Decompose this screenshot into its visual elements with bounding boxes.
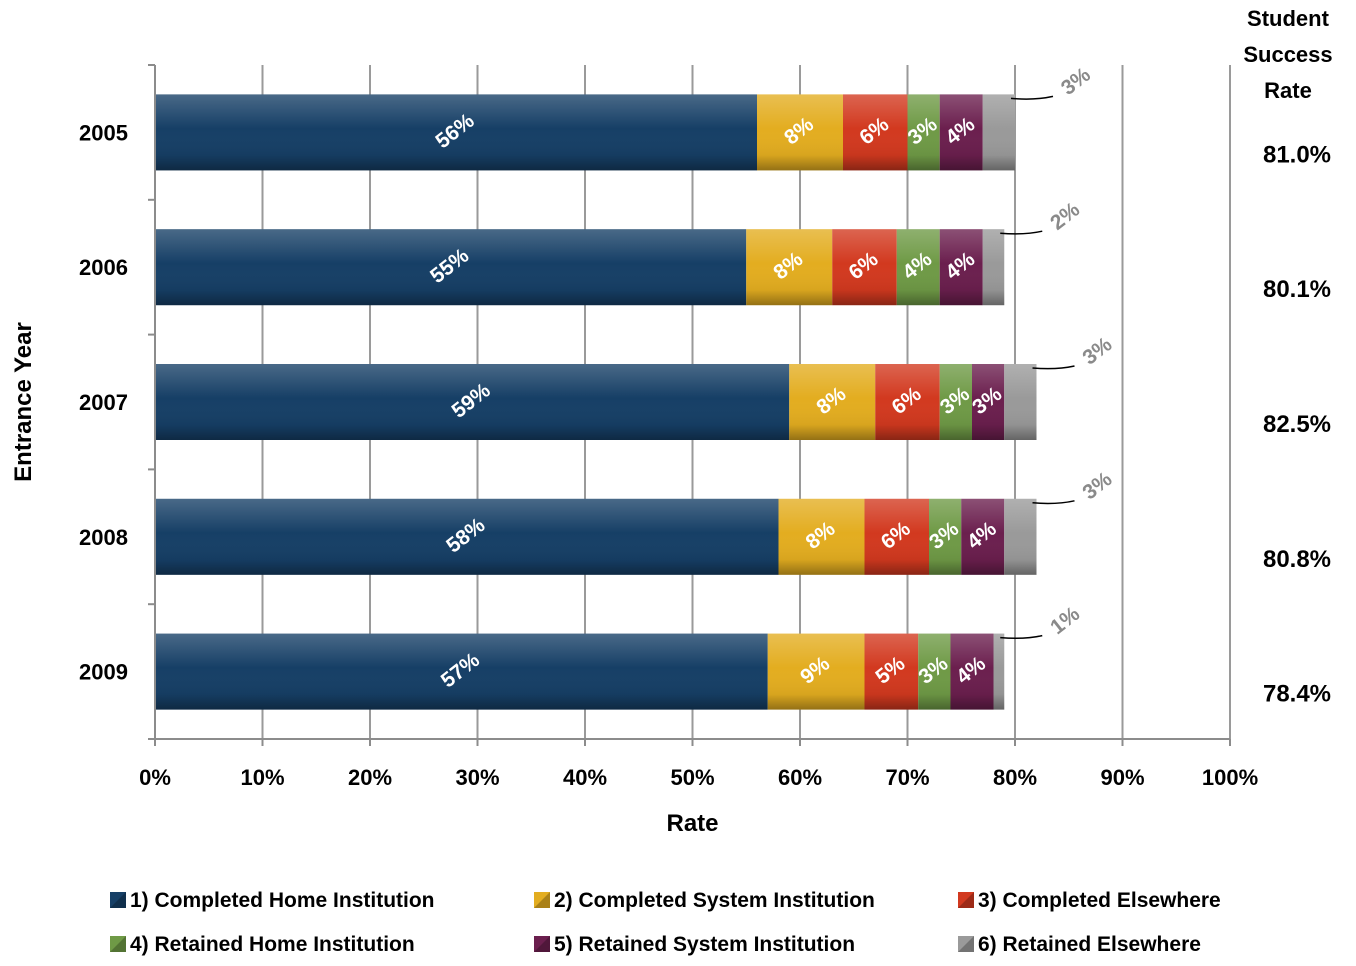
- x-tick-label: 30%: [455, 765, 499, 790]
- legend-swatch-shade: [958, 892, 974, 908]
- leader-line: [1000, 230, 1043, 235]
- bar-segment-shade: [982, 94, 1015, 171]
- bars-group: [155, 94, 1037, 710]
- legend-swatch-shade: [958, 936, 974, 952]
- bar-segment-shade: [832, 229, 897, 306]
- success-rate-value: 82.5%: [1263, 411, 1331, 438]
- legend-label: 3) Completed Elsewhere: [978, 889, 1221, 912]
- x-tick-label: 100%: [1202, 765, 1258, 790]
- success-rate-header: Rate: [1264, 78, 1312, 103]
- legend-swatch: [958, 936, 974, 952]
- data-label-outside: 2%: [1046, 198, 1084, 235]
- x-tick-label: 0%: [139, 765, 171, 790]
- legend-swatch: [534, 936, 550, 952]
- success-rate-value: 80.1%: [1263, 276, 1331, 303]
- legend-swatch-shade: [110, 892, 126, 908]
- bar-segment-shade: [950, 633, 994, 710]
- y-tick-label: 2007: [79, 390, 128, 415]
- bar-segment-shade: [929, 498, 962, 575]
- leader-line: [1010, 95, 1054, 100]
- bar-segment-shade: [939, 94, 983, 171]
- success-rate-column: Student Success Rate 81.0% 80.1% 82.5% 80.8% 78…: [1243, 6, 1332, 708]
- legend-swatch: [534, 892, 550, 908]
- legend: 1) Completed Home Institution 2) Complete…: [110, 889, 1221, 956]
- bar-segment-shade: [864, 498, 929, 575]
- bar-segment-shade: [982, 229, 1005, 306]
- leader-line: [1032, 500, 1075, 505]
- bar-segment-shade: [843, 94, 908, 171]
- data-label-outside: 1%: [1046, 602, 1084, 639]
- bar-segment-shade: [155, 94, 757, 171]
- bar-segment-shade: [155, 229, 747, 306]
- bar-segment-shade: [896, 229, 940, 306]
- bar-segment-shade: [1004, 498, 1037, 575]
- y-tick-label: 2005: [79, 120, 128, 145]
- bar-segment-shade: [757, 94, 843, 171]
- legend-label: 5) Retained System Institution: [554, 933, 855, 956]
- legend-label: 1) Completed Home Institution: [130, 889, 435, 912]
- legend-label: 2) Completed System Institution: [554, 889, 875, 912]
- x-tick-label: 60%: [778, 765, 822, 790]
- x-tick-label: 80%: [993, 765, 1037, 790]
- y-tick-label: 2006: [79, 255, 128, 280]
- leader-line: [1032, 365, 1075, 370]
- bar-segment-shade: [864, 633, 919, 710]
- bar-segment-shade: [778, 498, 865, 575]
- data-label-outside: 3%: [1078, 467, 1116, 504]
- data-label-outside: 3%: [1057, 63, 1095, 100]
- success-rate-value: 80.8%: [1263, 546, 1331, 573]
- bar-segment-shade: [939, 229, 983, 306]
- bar-segment-shade: [939, 364, 972, 440]
- legend-swatch: [958, 892, 974, 908]
- x-axis-title: Rate: [666, 810, 718, 837]
- legend-swatch-shade: [534, 936, 550, 952]
- y-axis-title: Entrance Year: [10, 322, 37, 482]
- legend-swatch-shade: [110, 936, 126, 952]
- legend-label: 6) Retained Elsewhere: [978, 933, 1201, 956]
- x-tick-label: 70%: [885, 765, 929, 790]
- leader-line: [1000, 634, 1043, 640]
- x-tick-label: 20%: [348, 765, 392, 790]
- bar-segment-shade: [907, 94, 940, 171]
- axes: 0% 10% 20% 30% 40% 50% 60% 70% 80% 90% 100% Rate Ent…: [10, 64, 1258, 837]
- bar-segment-shade: [155, 498, 779, 575]
- x-tick-label: 90%: [1100, 765, 1144, 790]
- legend-label: 4) Retained Home Institution: [130, 933, 415, 956]
- bar-segment-shade: [961, 498, 1005, 575]
- legend-swatch: [110, 892, 126, 908]
- success-rate-value: 78.4%: [1263, 681, 1331, 708]
- bar-segment-shade: [767, 633, 865, 710]
- y-tick-label: 2008: [79, 525, 128, 550]
- bar-segment-shade: [875, 364, 940, 440]
- bar-segment-shade: [972, 364, 1005, 440]
- bar-segment-shade: [993, 633, 1005, 710]
- x-tick-label: 50%: [670, 765, 714, 790]
- bar-segment-shade: [789, 364, 876, 440]
- bar-segment-shade: [155, 364, 790, 440]
- y-tick-label: 2009: [79, 660, 128, 685]
- legend-swatch-shade: [534, 892, 550, 908]
- legend-swatch: [110, 936, 126, 952]
- success-rate-header: Success: [1243, 42, 1332, 67]
- success-rate-value: 81.0%: [1263, 141, 1331, 168]
- data-label-outside: 3%: [1078, 333, 1116, 370]
- bar-segment-shade: [1004, 364, 1037, 440]
- bar-segment-shade: [155, 633, 768, 710]
- x-tick-label: 40%: [563, 765, 607, 790]
- x-tick-label: 10%: [240, 765, 284, 790]
- success-rate-header: Student: [1247, 6, 1330, 31]
- bar-segment-shade: [746, 229, 833, 306]
- bar-segment-shade: [918, 633, 951, 710]
